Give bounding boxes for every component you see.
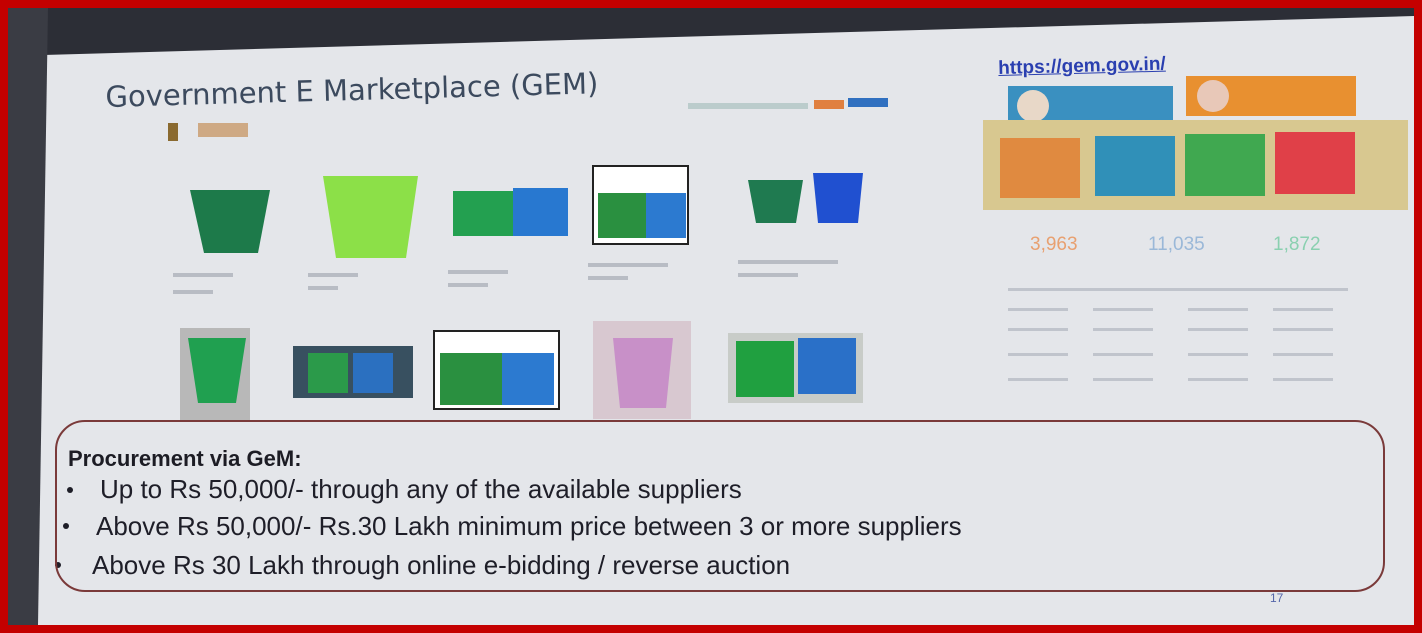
bullet: Up to Rs 50,000/- through any of the ava… xyxy=(100,474,742,505)
bucket xyxy=(736,341,794,397)
tile xyxy=(1185,134,1265,196)
stat: 1,872 xyxy=(1273,234,1321,256)
tile xyxy=(1275,132,1355,194)
portrait xyxy=(1197,80,1229,112)
dark-edge xyxy=(8,8,48,625)
logo xyxy=(198,123,248,137)
product-captions xyxy=(173,260,838,294)
slide-photo: Government E Marketplace (GEM) https://g… xyxy=(0,0,1422,633)
bucket xyxy=(440,353,502,405)
bucket xyxy=(323,176,418,258)
emblem xyxy=(168,123,178,141)
bucket xyxy=(813,173,863,223)
portrait xyxy=(1017,90,1049,122)
bucket xyxy=(353,353,393,393)
bullet: Above Rs 50,000/- Rs.30 Lakh minimum pri… xyxy=(96,511,962,542)
bucket xyxy=(798,338,856,394)
bucket xyxy=(308,353,348,393)
product-row xyxy=(180,321,863,420)
nav-button xyxy=(848,98,888,107)
bucket xyxy=(502,353,554,405)
nav xyxy=(688,103,808,109)
product-row xyxy=(190,166,863,258)
bucket xyxy=(748,180,803,223)
page: {"slide": {"title": "Government E Market… xyxy=(0,0,1422,633)
nav-button xyxy=(814,100,844,109)
stat: 3,963 xyxy=(1030,234,1078,256)
stat: 11,035 xyxy=(1148,234,1205,256)
bucket xyxy=(453,191,513,236)
url-link[interactable]: https://gem.gov.in/ xyxy=(998,54,1166,80)
tile xyxy=(1095,136,1175,196)
bucket xyxy=(188,338,246,403)
dark-edge xyxy=(8,8,1414,56)
website-panel xyxy=(983,76,1408,381)
tile xyxy=(1000,138,1080,198)
bucket xyxy=(613,338,673,408)
bullet: Above Rs 30 Lakh through online e-biddin… xyxy=(92,550,790,581)
bucket xyxy=(646,193,686,238)
procurement-heading: Procurement via GeM: xyxy=(68,446,302,472)
bucket xyxy=(190,190,270,253)
bucket xyxy=(598,193,646,238)
page-number: 17 xyxy=(1270,591,1283,605)
bucket xyxy=(513,188,568,236)
